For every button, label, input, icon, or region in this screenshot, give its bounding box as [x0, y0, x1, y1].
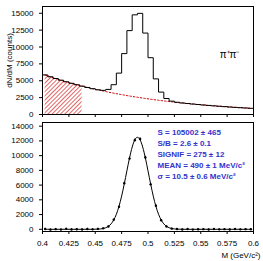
- svg-text:7500: 7500: [16, 59, 34, 68]
- svg-text:S = 105002 ± 465: S = 105002 ± 465: [158, 128, 222, 137]
- svg-text:15000: 15000: [11, 9, 34, 18]
- svg-text:14000: 14000: [11, 122, 34, 131]
- svg-text:0.475: 0.475: [112, 239, 133, 248]
- svg-text:dN/dM (counts): dN/dM (counts): [5, 33, 14, 88]
- svg-text:σ = 10.5 ± 0.6 MeV/c²: σ = 10.5 ± 0.6 MeV/c²: [158, 172, 236, 181]
- svg-text:12000: 12000: [11, 136, 34, 145]
- svg-text:S/B = 2.6 ± 0.1: S/B = 2.6 ± 0.1: [158, 139, 212, 148]
- svg-text:MEAN = 490 ± 1 MeV/c²: MEAN = 490 ± 1 MeV/c²: [158, 161, 246, 170]
- svg-text:4000: 4000: [16, 195, 34, 204]
- svg-text:8000: 8000: [16, 166, 34, 175]
- svg-text:10000: 10000: [11, 151, 34, 160]
- svg-text:0.575: 0.575: [217, 239, 238, 248]
- svg-text:0.55: 0.55: [193, 239, 209, 248]
- svg-text:2000: 2000: [16, 210, 34, 219]
- svg-text:π⁺π⁻: π⁺π⁻: [220, 49, 241, 60]
- svg-text:2500: 2500: [16, 93, 34, 102]
- svg-text:0.525: 0.525: [164, 239, 185, 248]
- svg-text:0.425: 0.425: [59, 239, 80, 248]
- svg-text:SIGNIF = 275 ± 12: SIGNIF = 275 ± 12: [158, 150, 225, 159]
- svg-text:12500: 12500: [11, 26, 34, 35]
- svg-text:0.6: 0.6: [248, 239, 260, 248]
- svg-text:5000: 5000: [16, 76, 34, 85]
- svg-text:0.5: 0.5: [142, 239, 154, 248]
- svg-text:0: 0: [29, 110, 34, 118]
- svg-text:M (GeV/c²): M (GeV/c²): [221, 251, 260, 260]
- svg-text:10000: 10000: [11, 43, 34, 52]
- svg-text:0.45: 0.45: [87, 239, 103, 248]
- svg-text:0: 0: [29, 225, 34, 234]
- svg-text:0.4: 0.4: [37, 239, 49, 248]
- svg-text:6000: 6000: [16, 181, 34, 190]
